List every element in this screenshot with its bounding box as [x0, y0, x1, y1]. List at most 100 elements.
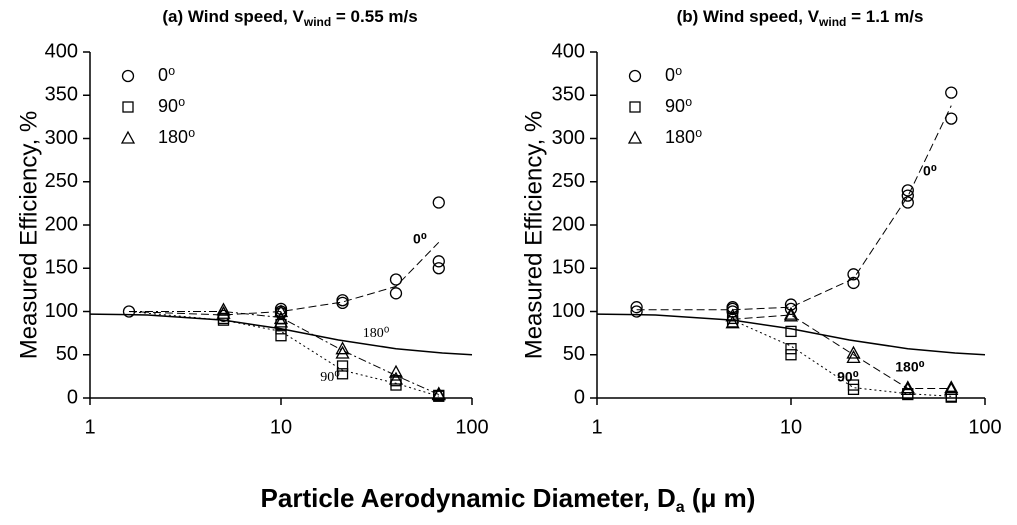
theory-curve: [89, 313, 473, 356]
point: [785, 325, 797, 338]
point: [901, 189, 914, 202]
point: [901, 196, 914, 209]
y-tick-label: 350: [552, 84, 585, 106]
x-label-sub: a: [676, 499, 685, 516]
x-axis-label: Particle Aerodynamic Diameter, Da (μ m): [261, 483, 756, 516]
point: [945, 86, 958, 99]
point: [335, 345, 350, 359]
legend-label: 180⁰: [665, 127, 702, 147]
point: [432, 196, 445, 209]
title-tail: = 0.55 m/s: [331, 7, 417, 26]
annotation: 0⁰: [413, 231, 427, 247]
legend-marker: [628, 69, 642, 83]
point: [389, 287, 403, 300]
point: [388, 364, 404, 378]
y-tick-label: 200: [45, 213, 78, 235]
point: [846, 349, 861, 363]
legend-marker: [120, 130, 136, 144]
y-tick-label: 0: [574, 386, 585, 408]
y-tick-label: 350: [45, 84, 78, 106]
point: [390, 379, 402, 391]
point: [847, 268, 860, 281]
point: [847, 276, 860, 290]
x-tick-label: 100: [968, 416, 1001, 438]
y-tick-label: 250: [45, 170, 78, 192]
point: [336, 294, 349, 307]
title-sub: wind: [818, 15, 846, 29]
legend-label: 0⁰: [158, 65, 175, 85]
point: [336, 296, 349, 310]
title-text: (b) Wind speed, V: [677, 7, 820, 26]
y-tick-label: 100: [45, 300, 78, 322]
point: [846, 345, 861, 359]
point: [431, 386, 446, 400]
y-tick-label: 400: [552, 40, 585, 62]
point: [273, 311, 289, 325]
y-tick-label: 250: [552, 170, 585, 192]
point: [785, 343, 797, 355]
point: [785, 349, 797, 361]
point: [335, 341, 350, 355]
x-tick-label: 10: [270, 416, 292, 438]
point: [432, 255, 445, 268]
x-tick-label: 1: [84, 416, 95, 438]
x-label-tail: (μ m): [685, 483, 756, 513]
x-tick-label: 1: [591, 416, 602, 438]
point: [784, 302, 798, 316]
fit-line: [128, 241, 440, 316]
annotation: 90⁰: [837, 369, 859, 385]
y-tick-label: 50: [563, 343, 585, 365]
chart-title: (a) Wind speed, Vwind = 0.55 m/s: [162, 7, 417, 29]
fit-line: [636, 105, 952, 311]
legend-label: 0⁰: [665, 65, 682, 85]
x-label-text: Particle Aerodynamic Diameter, D: [261, 483, 676, 513]
point: [630, 305, 643, 318]
point: [275, 330, 287, 342]
y-axis-label: Measured Efficiency, %: [15, 111, 42, 360]
point: [432, 262, 445, 275]
point: [389, 273, 403, 286]
legend-label: 90⁰: [158, 96, 185, 116]
annotation: 180⁰: [895, 359, 925, 375]
y-tick-label: 100: [552, 300, 585, 322]
y-tick-label: 400: [45, 40, 78, 62]
y-tick-label: 300: [552, 127, 585, 149]
y-tick-label: 300: [45, 127, 78, 149]
point: [390, 375, 402, 387]
legend-marker: [121, 69, 135, 83]
point: [944, 380, 959, 394]
point: [945, 112, 958, 125]
y-tick-label: 50: [56, 343, 78, 365]
point: [783, 308, 799, 322]
point: [388, 371, 404, 385]
fit-line: [732, 314, 952, 389]
point: [725, 315, 740, 329]
annotation: 90⁰: [320, 370, 340, 385]
point: [901, 184, 914, 197]
legend-label: 180⁰: [158, 127, 195, 147]
y-tick-label: 150: [45, 257, 78, 279]
point: [900, 380, 915, 394]
point: [274, 307, 288, 320]
annotation: 180⁰: [363, 326, 390, 341]
y-tick-label: 0: [67, 386, 78, 408]
point: [783, 306, 799, 320]
point: [216, 302, 231, 316]
point: [630, 301, 643, 314]
point: [433, 389, 445, 402]
x-tick-label: 10: [780, 416, 802, 438]
point: [944, 381, 959, 395]
y-tick-label: 150: [552, 257, 585, 279]
point: [847, 383, 860, 396]
point: [900, 381, 915, 395]
point: [216, 305, 231, 319]
y-axis-label: Measured Efficiency, %: [520, 111, 547, 360]
point: [122, 305, 136, 318]
x-tick-label: 100: [455, 416, 488, 438]
point: [726, 302, 739, 316]
legend-marker: [629, 101, 641, 113]
title-text: (a) Wind speed, V: [162, 7, 304, 26]
annotation: 0⁰: [923, 163, 937, 179]
point: [725, 308, 740, 322]
